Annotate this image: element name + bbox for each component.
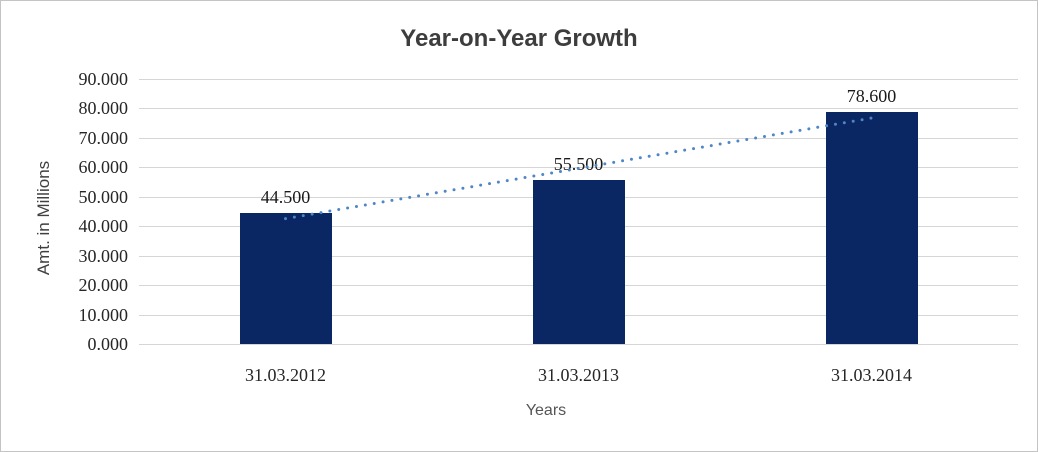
y-axis-tick-label: 70.000 xyxy=(78,127,129,148)
x-axis-category-label: 31.03.2013 xyxy=(538,365,619,385)
y-axis-tick-label: 20.000 xyxy=(78,275,129,295)
x-axis-title: Years xyxy=(525,402,567,419)
x-axis-category-label: 31.03.2012 xyxy=(245,365,326,385)
gridline xyxy=(139,344,1018,345)
bar-data-label: 44.500 xyxy=(260,186,311,207)
bar-data-label: 78.600 xyxy=(846,86,897,107)
y-axis-tick-label: 40.000 xyxy=(78,216,129,236)
y-axis-tick-label: 60.000 xyxy=(78,157,129,177)
y-axis-tick-label: 30.000 xyxy=(78,245,129,266)
y-axis-tick-label: 80.000 xyxy=(78,98,129,118)
y-axis-tick-label: 10.000 xyxy=(78,304,129,325)
bar-31.03.2013 xyxy=(532,180,625,344)
x-axis-category-label: 31.03.2014 xyxy=(831,365,912,385)
y-axis-tick-label: 50.000 xyxy=(78,186,129,207)
y-axis-tick-label: 0.000 xyxy=(87,334,129,354)
gridline xyxy=(139,108,1018,109)
chart-title: Year-on-Year Growth xyxy=(400,25,638,52)
bar-31.03.2014 xyxy=(825,112,918,344)
bar-data-label: 55.500 xyxy=(553,154,604,175)
y-axis-tick-label: 90.000 xyxy=(78,68,129,89)
bar-31.03.2012 xyxy=(239,212,332,344)
gridline xyxy=(139,78,1018,80)
